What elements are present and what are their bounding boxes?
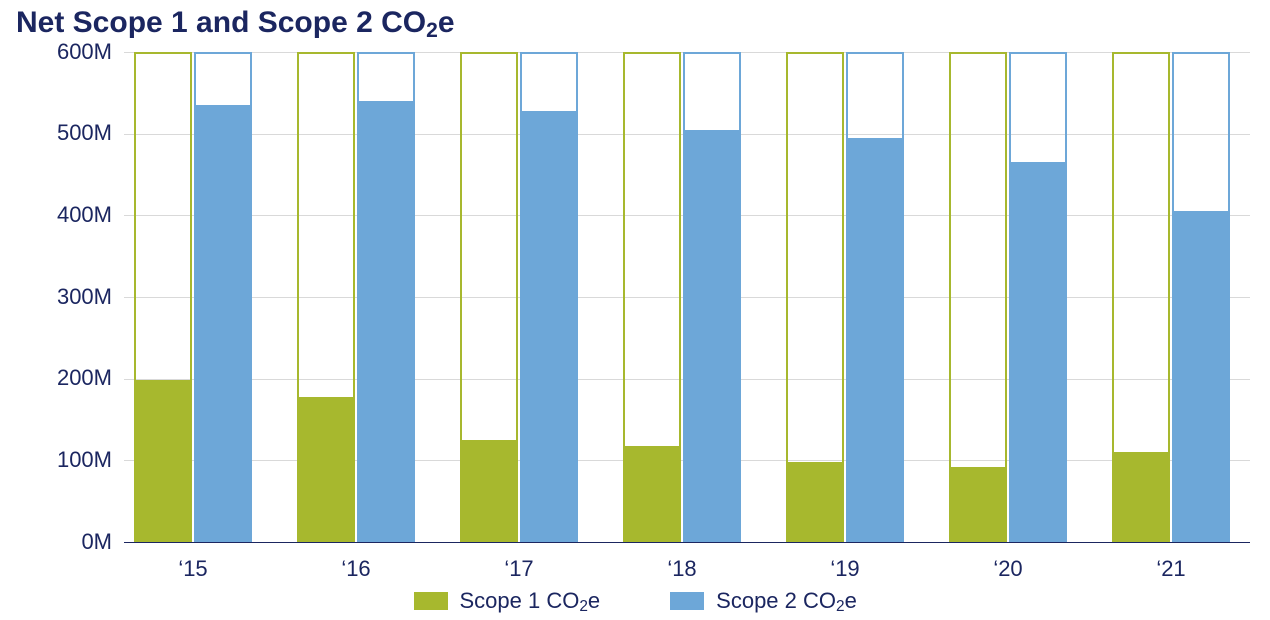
bar — [460, 440, 518, 542]
co2e-bar-chart: Net Scope 1 and Scope 2 CO2e Scope 1 CO2… — [0, 0, 1270, 620]
y-axis-tick-label: 300M — [16, 284, 112, 310]
x-axis-baseline — [124, 542, 1250, 543]
chart-title-text: Net Scope 1 and Scope 2 CO2e — [16, 6, 455, 39]
chart-title: Net Scope 1 and Scope 2 CO2e — [16, 6, 455, 40]
legend-item: Scope 2 CO2e — [670, 588, 857, 614]
x-axis-tick-label: ‘17 — [479, 556, 559, 582]
bar — [683, 130, 741, 542]
legend-label: Scope 2 CO2e — [716, 588, 857, 614]
legend-item: Scope 1 CO2e — [414, 588, 601, 614]
bar — [786, 462, 844, 542]
x-axis-tick-label: ‘16 — [316, 556, 396, 582]
bar — [357, 101, 415, 542]
bar — [1112, 452, 1170, 542]
x-axis-tick-label: ‘19 — [805, 556, 885, 582]
x-axis-tick-label: ‘20 — [968, 556, 1048, 582]
bar — [1009, 162, 1067, 542]
y-axis-tick-label: 500M — [16, 120, 112, 146]
legend: Scope 1 CO2e Scope 2 CO2e — [414, 588, 857, 614]
legend-label: Scope 1 CO2e — [460, 588, 601, 614]
bar — [1172, 211, 1230, 542]
y-axis-tick-label: 100M — [16, 447, 112, 473]
y-axis-tick-label: 600M — [16, 39, 112, 65]
x-axis-tick-label: ‘15 — [153, 556, 233, 582]
y-axis-tick-label: 0M — [16, 529, 112, 555]
bar — [949, 467, 1007, 542]
bar — [297, 397, 355, 542]
bar — [520, 111, 578, 542]
legend-swatch — [670, 592, 704, 610]
y-axis-tick-label: 400M — [16, 202, 112, 228]
bar — [846, 138, 904, 542]
legend-swatch — [414, 592, 448, 610]
plot-area — [124, 52, 1250, 542]
bar — [623, 446, 681, 542]
bar — [134, 380, 192, 542]
bar — [194, 105, 252, 542]
x-axis-tick-label: ‘21 — [1131, 556, 1211, 582]
x-axis-tick-label: ‘18 — [642, 556, 722, 582]
y-axis-tick-label: 200M — [16, 365, 112, 391]
